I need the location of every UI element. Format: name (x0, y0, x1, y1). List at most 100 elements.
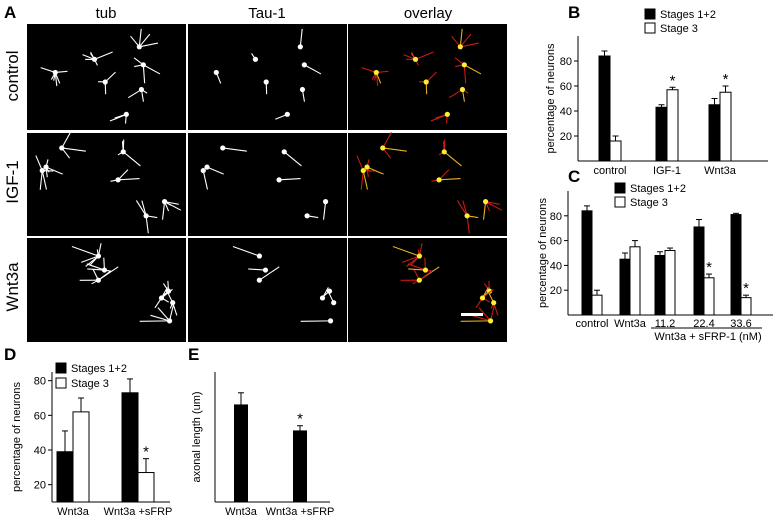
row-label-control: control (3, 50, 22, 101)
neuron-soma (436, 177, 442, 183)
row-label-igf1: IGF-1 (3, 160, 22, 203)
neurite (482, 201, 487, 220)
neurite (41, 170, 47, 190)
neurite (122, 151, 141, 167)
micrograph-background (188, 24, 347, 130)
neurite (35, 155, 43, 171)
micrograph-background (188, 133, 347, 236)
bar (664, 250, 676, 316)
neuron-soma (52, 69, 58, 76)
neurite (61, 132, 71, 149)
bar (598, 55, 611, 162)
bar (740, 297, 752, 316)
significance-marker: * (143, 444, 149, 461)
chart-e: axonal length (um) Wnt3a * Wnt3a +sFRP (191, 372, 334, 518)
neuron-soma (364, 164, 370, 170)
neuron-soma (487, 318, 494, 324)
neuron-soma (213, 69, 219, 76)
category-label: 22.4 (693, 318, 714, 330)
neurite (61, 147, 86, 152)
micrograph-background (27, 24, 186, 130)
neuron-soma (161, 199, 168, 205)
y-tick-label: 40 (34, 445, 46, 457)
neurite (150, 314, 170, 322)
scale-bar (461, 313, 483, 316)
significance-marker: * (297, 411, 303, 428)
neurite (471, 314, 491, 322)
bar (655, 106, 668, 162)
bar (56, 451, 74, 503)
micrograph-r1-c1 (27, 24, 186, 130)
panel-d-label: D (4, 345, 16, 364)
neurite (464, 64, 482, 75)
neurite (322, 201, 327, 220)
significance-marker: * (670, 72, 676, 89)
bar (581, 210, 593, 316)
category-label: Wnt3a +sFRP (266, 506, 335, 518)
neurite (466, 215, 470, 234)
neuron-soma (412, 56, 419, 62)
neurite (259, 266, 280, 281)
bar (703, 277, 715, 316)
y-axis-label: axonal length (um) (191, 391, 203, 482)
neurite (392, 245, 420, 257)
neuron-soma (256, 253, 263, 259)
bar (293, 430, 307, 503)
neurite (382, 147, 407, 152)
neurite (459, 28, 463, 47)
neuron-soma (140, 62, 146, 68)
legend-swatch (55, 362, 67, 374)
neuron-soma (276, 177, 282, 183)
neuron-soma (165, 288, 172, 294)
neuron-soma (220, 145, 226, 151)
micrograph-r2-c2 (188, 133, 347, 236)
neurite (478, 307, 491, 322)
chart-d: 20 40 60 80 percentage of neurons Wnt3a * Wnt3a… (11, 362, 172, 518)
y-tick-label: 80 (34, 376, 46, 388)
neuron-soma (482, 199, 489, 205)
panel-b-label: B (568, 3, 580, 22)
bar (629, 246, 641, 316)
neurite (138, 33, 151, 48)
micrograph-background (27, 238, 186, 342)
neurite (463, 64, 467, 84)
neuron-soma (43, 164, 49, 170)
neuron-soma (491, 300, 497, 306)
panel-c-label: C (568, 167, 580, 186)
neurite (366, 166, 384, 175)
neuron-soma (123, 111, 129, 117)
bar (666, 89, 679, 162)
y-axis-label: percentage of neurons (545, 43, 557, 154)
legend-label: Stages 1+2 (71, 363, 127, 375)
category-label: Wnt3a (704, 165, 737, 177)
legend-swatch (614, 196, 626, 208)
neuron-soma (304, 213, 310, 219)
bar (654, 254, 666, 316)
y-axis-label: percentage of neurons (11, 381, 23, 492)
micrograph-r1-c3 (348, 24, 507, 130)
neurite (161, 201, 166, 220)
neurite (283, 151, 302, 167)
neurite (81, 255, 99, 263)
neuron-soma (158, 295, 165, 301)
column-header-tau1: Tau-1 (248, 5, 286, 22)
neurite (382, 132, 392, 149)
legend-label: Stages 1+2 (660, 9, 716, 21)
neuron-soma (360, 167, 366, 174)
micrograph-r3-c2 (188, 238, 347, 342)
neuron-soma (416, 277, 422, 283)
neuron-soma (204, 164, 210, 170)
micrograph-background (348, 133, 507, 236)
bar (234, 404, 248, 503)
neuron-soma (422, 267, 429, 273)
neuron-soma (461, 62, 467, 68)
neuron-soma (136, 44, 142, 50)
neuron-soma (200, 167, 206, 174)
neurite (157, 307, 170, 322)
legend-swatch (55, 377, 67, 389)
neurite (145, 215, 149, 234)
neuron-soma (256, 277, 262, 283)
neuron-soma (322, 199, 329, 205)
